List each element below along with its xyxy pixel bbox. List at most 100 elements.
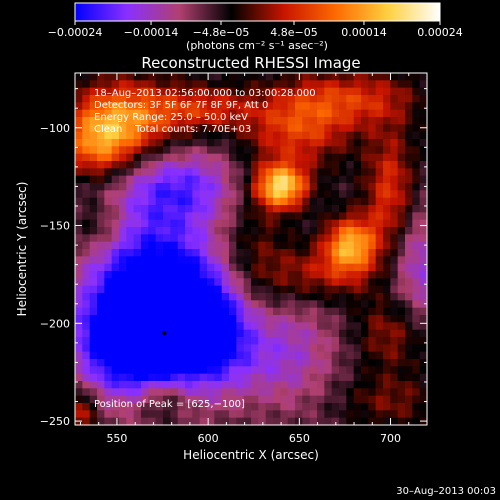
- x-tick-label: 700: [380, 432, 401, 445]
- heatmap-cell: [390, 271, 399, 279]
- heatmap-cell: [273, 241, 281, 250]
- heatmap-cell: [214, 315, 223, 323]
- heatmap-cell: [346, 139, 355, 147]
- heatmap-cell: [375, 190, 384, 199]
- heatmap-cell: [331, 381, 340, 389]
- heatmap-cell: [82, 175, 91, 184]
- heatmap-cell: [265, 373, 274, 382]
- heatmap-cell: [229, 146, 237, 155]
- heatmap-cell: [295, 271, 303, 279]
- heatmap-cell: [75, 395, 83, 404]
- heatmap-cell: [295, 278, 303, 287]
- heatmap-cell: [339, 139, 347, 147]
- heatmap-cell: [119, 344, 127, 353]
- heatmap-cell: [177, 73, 186, 81]
- heatmap-cell: [185, 219, 193, 228]
- heatmap-cell: [141, 205, 149, 213]
- heatmap-cell: [89, 219, 98, 228]
- heatmap-cell: [163, 373, 171, 382]
- heatmap-cell: [353, 388, 362, 397]
- heatmap-cell: [419, 168, 427, 177]
- heatmap-cell: [309, 300, 318, 309]
- heatmap-cell: [111, 307, 120, 316]
- heatmap-cell: [295, 315, 303, 323]
- heatmap-cell: [353, 219, 362, 228]
- heatmap-cell: [339, 161, 347, 169]
- heatmap-cell: [339, 263, 347, 272]
- heatmap-cell: [177, 109, 186, 118]
- heatmap-cell: [82, 95, 91, 103]
- heatmap-cell: [412, 190, 421, 199]
- heatmap-cell: [405, 395, 413, 404]
- heatmap-cell: [265, 227, 274, 235]
- heatmap-cell: [317, 315, 325, 323]
- heatmap-cell: [295, 337, 303, 345]
- heatmap-cell: [111, 139, 120, 147]
- heatmap-cell: [273, 183, 281, 191]
- heatmap-cell: [207, 197, 215, 206]
- heatmap-cell: [104, 300, 113, 309]
- heatmap-cell: [353, 212, 362, 221]
- heatmap-cell: [82, 168, 91, 177]
- heatmap-cell: [258, 168, 267, 177]
- heatmap-cell: [163, 153, 171, 162]
- heatmap-cell: [148, 278, 157, 287]
- heatmap-cell: [287, 197, 296, 206]
- colorbar-tick-label: 0.00014: [341, 26, 387, 39]
- heatmap-cell: [214, 212, 223, 221]
- heatmap-cell: [324, 190, 333, 199]
- heatmap-cell: [324, 73, 333, 81]
- heatmap-cell: [82, 366, 91, 375]
- heatmap-cell: [361, 329, 369, 338]
- heatmap-cell: [265, 234, 274, 243]
- heatmap-cell: [126, 285, 135, 294]
- heatmap-cell: [251, 80, 259, 89]
- y-axis-label: Heliocentric Y (arcsec): [15, 182, 29, 317]
- heatmap-cell: [82, 190, 91, 199]
- heatmap-cell: [229, 161, 237, 169]
- heatmap-cell: [214, 227, 223, 235]
- heatmap-cell: [324, 293, 333, 301]
- heatmap-cell: [243, 183, 252, 191]
- heatmap-cell: [302, 212, 311, 221]
- heatmap-cell: [412, 95, 421, 103]
- heatmap-cell: [111, 124, 120, 133]
- heatmap-cell: [133, 183, 142, 191]
- heatmap-cell: [405, 131, 413, 140]
- heatmap-cell: [287, 410, 296, 419]
- heatmap-cell: [170, 227, 179, 235]
- heatmap-cell: [148, 197, 157, 206]
- heatmap-cell: [295, 256, 303, 265]
- heatmap-cell: [163, 388, 171, 397]
- heatmap-cell: [207, 168, 215, 177]
- heatmap-cell: [331, 307, 340, 316]
- heatmap-cell: [361, 417, 369, 425]
- heatmap-cell: [412, 271, 421, 279]
- heatmap-cell: [111, 175, 120, 184]
- heatmap-cell: [119, 73, 127, 81]
- heatmap-cell: [97, 212, 105, 221]
- heatmap-cell: [236, 212, 245, 221]
- heatmap-cell: [287, 285, 296, 294]
- heatmap-cell: [89, 168, 98, 177]
- heatmap-cell: [397, 388, 406, 397]
- heatmap-cell: [280, 381, 289, 389]
- heatmap-cell: [207, 190, 215, 199]
- heatmap-cell: [346, 351, 355, 360]
- heatmap-cell: [141, 124, 149, 133]
- heatmap-cell: [251, 227, 259, 235]
- heatmap-cell: [170, 271, 179, 279]
- heatmap-cell: [229, 344, 237, 353]
- heatmap-cell: [111, 153, 120, 162]
- heatmap-cell: [111, 351, 120, 360]
- heatmap-cell: [133, 80, 142, 89]
- heatmap-cell: [89, 329, 98, 338]
- heatmap-cell: [405, 146, 413, 155]
- heatmap-cell: [273, 381, 281, 389]
- heatmap-cell: [265, 241, 274, 250]
- heatmap-cell: [126, 227, 135, 235]
- heatmap-cell: [317, 373, 325, 382]
- heatmap-cell: [302, 241, 311, 250]
- heatmap-cell: [397, 234, 406, 243]
- heatmap-cell: [317, 278, 325, 287]
